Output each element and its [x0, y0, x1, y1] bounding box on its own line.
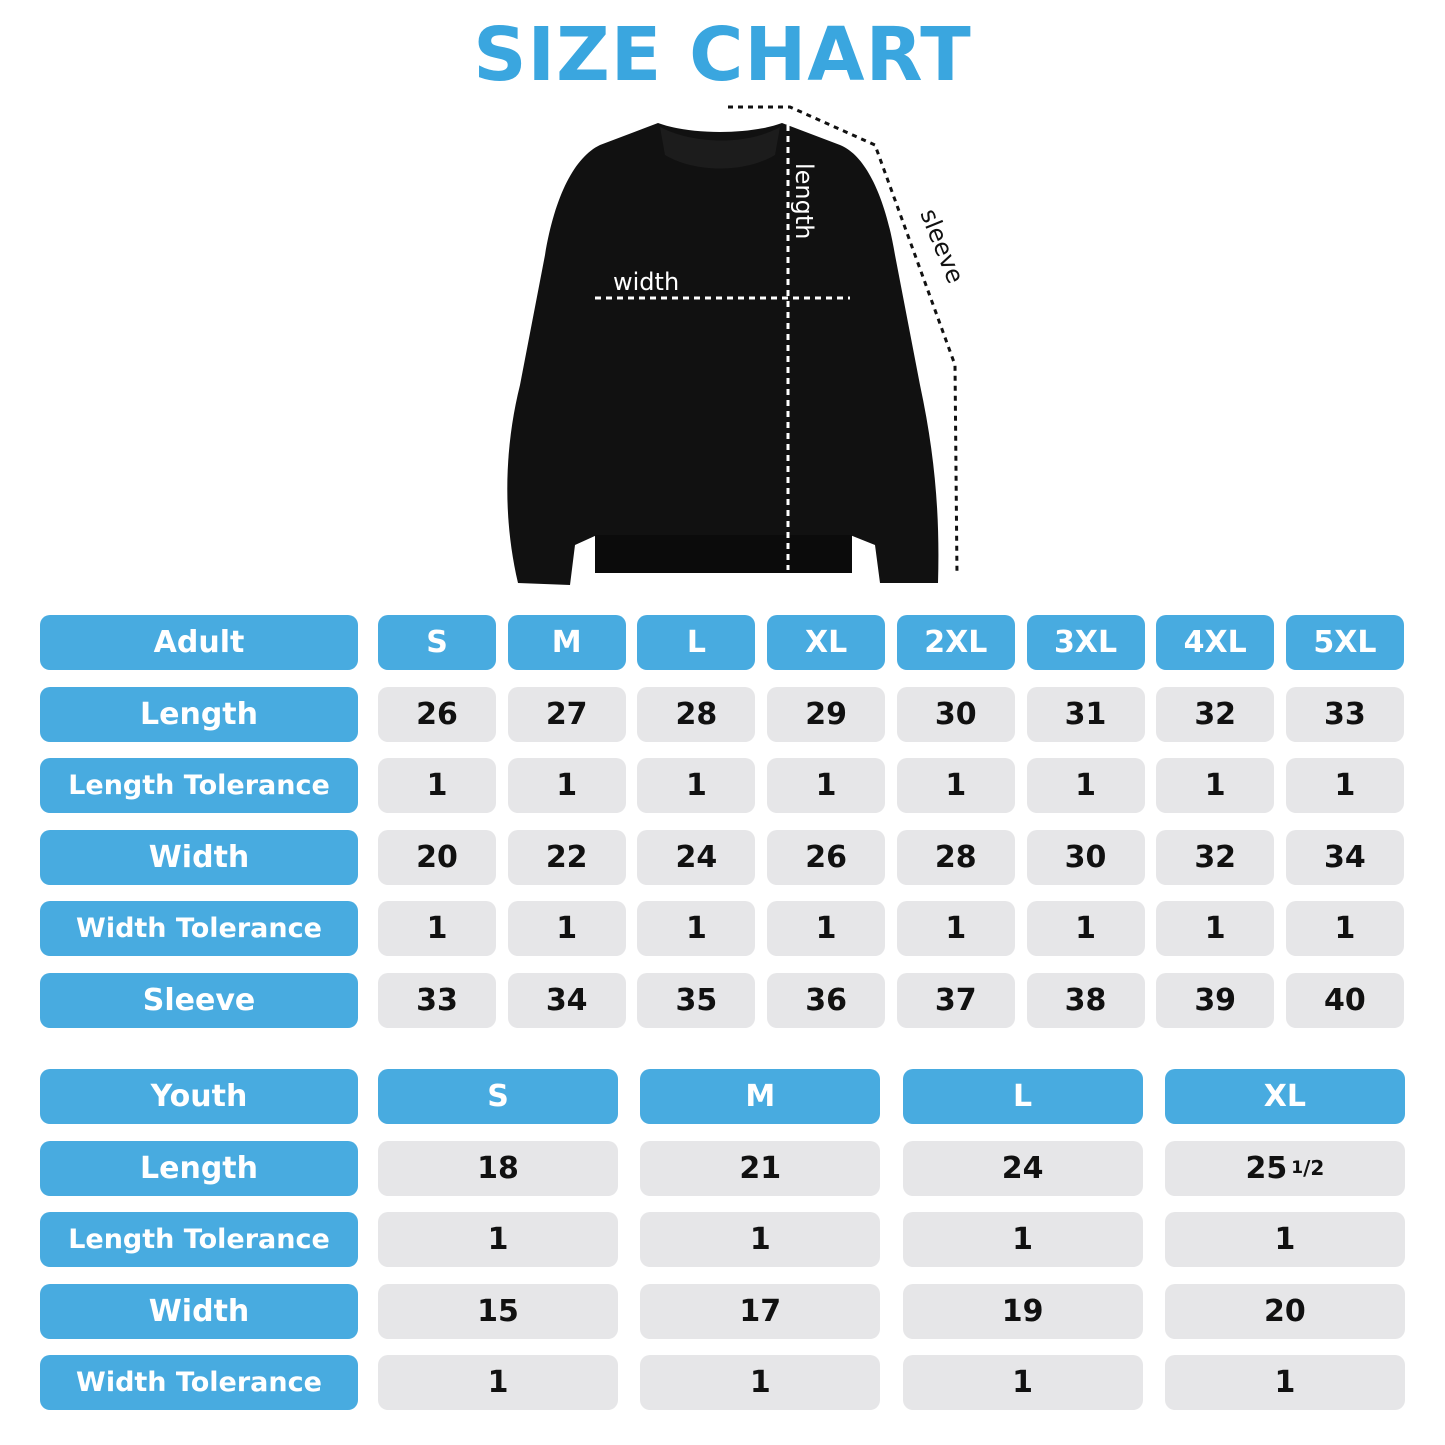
value-cell: 1	[637, 758, 756, 813]
value-cell: 32	[1156, 829, 1275, 885]
value-cell: 1	[507, 901, 626, 956]
size-header-xl: XL	[1164, 1069, 1405, 1124]
value-cell: 37	[896, 972, 1015, 1028]
row-label-width: Width	[40, 1283, 358, 1339]
value-cell: 32	[1156, 686, 1275, 742]
size-header-2xl: 2XL	[896, 615, 1015, 670]
row-label-width-tolerance: Width Tolerance	[40, 901, 358, 956]
value-cell: 36	[767, 972, 886, 1028]
length-label: length	[790, 163, 818, 240]
size-header-xl: XL	[767, 615, 886, 670]
value-cell: 26	[767, 829, 886, 885]
value-cell: 30	[1026, 829, 1145, 885]
value-cell: 18	[378, 1140, 618, 1196]
value-cell: 1	[637, 901, 756, 956]
value-cell: 21	[640, 1140, 881, 1196]
value-cell: 1	[1285, 758, 1404, 813]
value-cell: 1	[902, 1212, 1143, 1267]
size-header-5xl: 5XL	[1285, 615, 1404, 670]
value-cell: 1	[1026, 901, 1145, 956]
row-label-sleeve: Sleeve	[40, 972, 358, 1028]
value-cell: 39	[1156, 972, 1275, 1028]
value-cell: 1	[1285, 901, 1404, 956]
size-header-m: M	[507, 615, 626, 670]
value-cell: 1	[902, 1355, 1143, 1410]
value-cell: 1	[378, 1212, 618, 1267]
value-cell: 30	[896, 686, 1015, 742]
size-header-s: S	[378, 1069, 618, 1124]
row-label-length-tolerance: Length Tolerance	[40, 1212, 358, 1267]
value-cell: 20	[378, 829, 496, 885]
youth-header-label: Youth	[40, 1069, 358, 1124]
width-label: width	[613, 268, 679, 296]
page-title: SIZE CHART	[473, 12, 972, 98]
size-header-s: S	[378, 615, 496, 670]
value-cell: 1	[378, 1355, 618, 1410]
value-cell: 34	[507, 972, 626, 1028]
value-cell: 33	[378, 972, 496, 1028]
value-cell: 1	[507, 758, 626, 813]
value-cell: 1	[1164, 1355, 1405, 1410]
row-label-length-tolerance: Length Tolerance	[40, 758, 358, 813]
value-cell: 1	[896, 901, 1015, 956]
value-cell: 1	[640, 1355, 881, 1410]
size-header-l: L	[902, 1069, 1143, 1124]
value-cell: 38	[1026, 972, 1145, 1028]
value-cell: 33	[1285, 686, 1404, 742]
value-cell: 1	[1156, 901, 1275, 956]
value-cell: 31	[1026, 686, 1145, 742]
value-cell: 24	[637, 829, 756, 885]
size-header-4xl: 4XL	[1156, 615, 1275, 670]
row-label-width: Width	[40, 829, 358, 885]
row-label-length: Length	[40, 686, 358, 742]
value-cell: 40	[1285, 972, 1404, 1028]
value-cell: 27	[507, 686, 626, 742]
value-cell: 20	[1164, 1283, 1405, 1339]
value-cell: 1	[378, 901, 496, 956]
value-cell: 15	[378, 1283, 618, 1339]
value-cell: 26	[378, 686, 496, 742]
value-cell: 1	[767, 758, 886, 813]
sweatshirt-image	[507, 123, 939, 585]
value-cell: 24	[902, 1140, 1143, 1196]
size-header-3xl: 3XL	[1026, 615, 1145, 670]
value-cell: 29	[767, 686, 886, 742]
value-cell: 25 1/2	[1164, 1140, 1405, 1196]
value-cell: 22	[507, 829, 626, 885]
value-cell: 1	[378, 758, 496, 813]
value-cell: 19	[902, 1283, 1143, 1339]
value-cell: 28	[896, 829, 1015, 885]
value-cell: 1	[1026, 758, 1145, 813]
value-cell: 1	[896, 758, 1015, 813]
size-header-l: L	[637, 615, 756, 670]
value-cell: 1	[767, 901, 886, 956]
value-cell: 17	[640, 1283, 881, 1339]
value-cell: 1	[1164, 1212, 1405, 1267]
size-header-m: M	[640, 1069, 881, 1124]
value-cell: 1	[1156, 758, 1275, 813]
value-cell: 1	[640, 1212, 881, 1267]
value-cell: 28	[637, 686, 756, 742]
sweatshirt-diagram: width length sleeve	[507, 105, 969, 585]
value-cell: 35	[637, 972, 756, 1028]
row-label-length: Length	[40, 1140, 358, 1196]
value-cell: 34	[1285, 829, 1404, 885]
adult-header-label: Adult	[40, 615, 358, 670]
row-label-width-tolerance: Width Tolerance	[40, 1355, 358, 1410]
